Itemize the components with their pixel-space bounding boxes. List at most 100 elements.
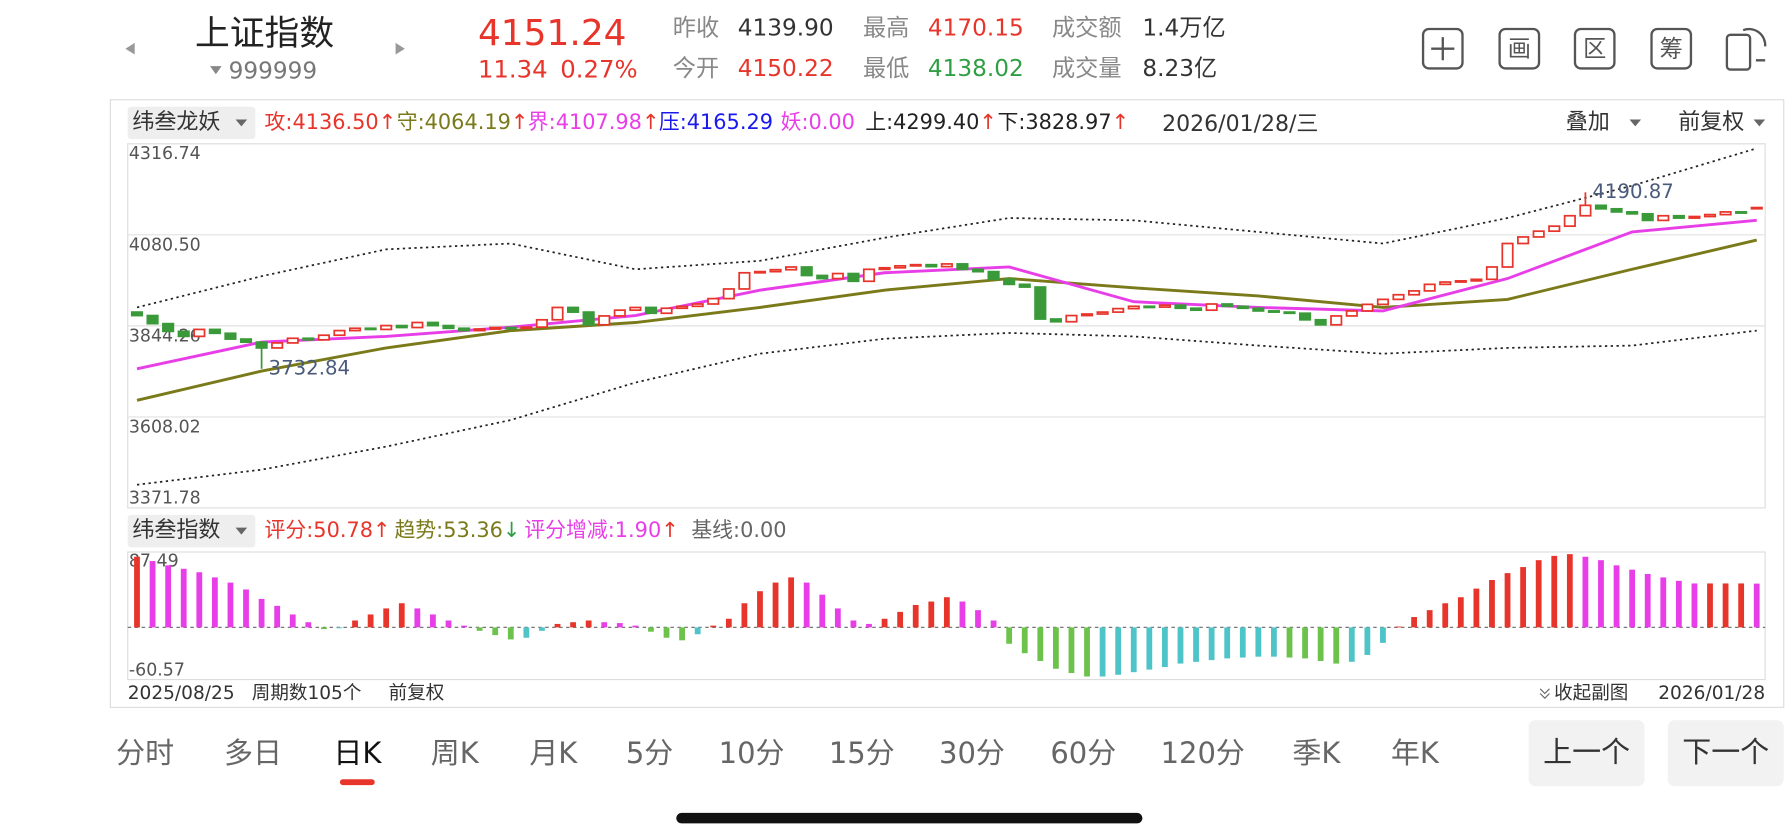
candle	[1470, 278, 1483, 282]
score-bar	[554, 623, 561, 628]
candle	[566, 306, 580, 313]
candle	[1361, 303, 1374, 312]
score-bar	[912, 604, 919, 628]
stat-value: 4138.02	[928, 55, 1024, 82]
footer-adjust: 前复权	[389, 683, 445, 704]
draw-button[interactable]	[1498, 27, 1541, 70]
candle	[1579, 204, 1592, 217]
candle	[598, 315, 611, 326]
legend-item: 妖:0.00	[781, 110, 855, 134]
chip-button[interactable]	[1650, 27, 1693, 70]
main-selector[interactable]: 纬叁龙妖	[132, 110, 220, 135]
candle	[1408, 290, 1421, 296]
score-bar	[1021, 627, 1028, 654]
candle	[1158, 304, 1171, 308]
period-tab[interactable]: 月K	[529, 736, 578, 770]
add-button[interactable]	[1421, 27, 1464, 70]
rotate-button[interactable]	[1725, 33, 1752, 71]
nav-label[interactable]: 下一个	[1682, 735, 1769, 769]
legend-item: 守:4064.19↑	[397, 110, 529, 134]
dropdown-icon	[1753, 119, 1766, 127]
y-tick-label: 4080.50	[129, 235, 201, 255]
candle	[1626, 211, 1639, 215]
period-tab[interactable]: 30分	[939, 736, 1005, 770]
range-button[interactable]	[1573, 27, 1616, 70]
period-tab[interactable]: 120分	[1161, 736, 1245, 770]
period-tab[interactable]: 15分	[829, 736, 895, 770]
candle	[348, 327, 362, 332]
period-tab[interactable]: 日K	[333, 736, 382, 770]
candle	[239, 338, 253, 344]
score-bar	[1629, 569, 1636, 628]
stat-label: 最低	[863, 55, 909, 82]
candle	[1703, 213, 1717, 218]
nav-label[interactable]: 上一个	[1543, 735, 1630, 769]
score-bar	[1364, 627, 1371, 655]
score-bar	[243, 589, 249, 628]
legend-arrow: ↑	[511, 110, 528, 134]
period-tab[interactable]: 5分	[626, 736, 673, 770]
start-date: 2025/08/25	[128, 683, 235, 704]
score-bar	[1302, 627, 1308, 659]
candle	[582, 311, 595, 326]
score-bar	[211, 577, 218, 628]
candle	[940, 263, 953, 268]
candle	[1267, 310, 1281, 313]
score-bar	[772, 582, 779, 628]
period-tab[interactable]: 60分	[1050, 736, 1116, 770]
stat-value: 1.4万亿	[1142, 14, 1225, 41]
score-bar	[1411, 617, 1417, 628]
prev-button[interactable]	[1528, 720, 1645, 787]
period-tab[interactable]: 季K	[1292, 736, 1341, 770]
score-bar	[1224, 627, 1231, 659]
tool-label[interactable]: 画	[1508, 35, 1531, 62]
score-bar	[694, 627, 701, 635]
period-tab[interactable]: 分时	[116, 736, 174, 770]
overlay[interactable]: 叠加	[1566, 110, 1610, 135]
period-tab[interactable]: 10分	[719, 736, 785, 770]
score-bar	[725, 618, 732, 628]
main-selector-bg[interactable]	[127, 106, 256, 140]
code-dropdown[interactable]	[210, 66, 222, 75]
score-bar	[943, 597, 950, 628]
next-arrow[interactable]	[395, 42, 405, 55]
sub-selector-bg[interactable]	[127, 514, 256, 548]
score-bar	[1380, 627, 1386, 643]
prev-arrow[interactable]	[125, 42, 135, 55]
score-bar	[1162, 627, 1168, 668]
candle	[785, 266, 798, 271]
period-tab[interactable]: 多日	[224, 736, 282, 770]
legend-arrow: ↑	[1112, 110, 1129, 134]
score-bar	[1598, 560, 1604, 628]
adjust[interactable]: 前复权	[1678, 110, 1744, 135]
period-tab[interactable]: 年K	[1391, 736, 1440, 770]
next-button[interactable]	[1667, 720, 1784, 787]
score-bar	[1130, 627, 1137, 673]
collapse[interactable]: 收起副图	[1554, 683, 1628, 704]
candle	[1174, 304, 1187, 310]
candle	[769, 268, 782, 273]
candle	[831, 272, 844, 280]
legend-arrow: ↑	[373, 518, 390, 542]
score-bar	[1099, 627, 1106, 677]
y-tick-label: 4316.74	[129, 144, 201, 164]
legend-arrow: ↑	[979, 110, 996, 134]
candle	[1205, 303, 1218, 312]
candle	[411, 321, 424, 329]
index-name: 上证指数	[195, 14, 334, 54]
tool-label[interactable]: 筹	[1660, 35, 1683, 62]
candle	[1330, 315, 1343, 326]
score-bar	[679, 627, 685, 641]
candle	[1189, 307, 1203, 312]
sub-selector[interactable]: 纬叁指数	[132, 518, 220, 543]
stat-label: 成交额	[1052, 14, 1122, 41]
candle	[395, 324, 408, 329]
home-indicator	[676, 812, 1143, 824]
score-bar	[414, 608, 421, 628]
score-bar	[398, 603, 405, 628]
legend-item: 压:4165.29	[659, 110, 773, 134]
legend-arrow: ↑	[379, 110, 396, 134]
period-tab[interactable]: 周K	[431, 736, 480, 770]
date: 2026/01/28/三	[1162, 112, 1318, 137]
tool-label[interactable]: 区	[1583, 35, 1606, 62]
